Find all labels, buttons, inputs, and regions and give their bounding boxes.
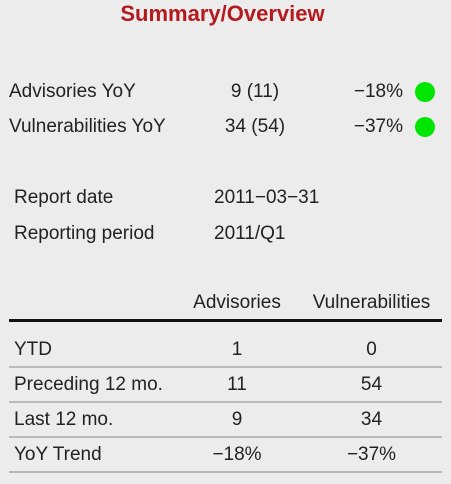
row-label: YTD — [14, 339, 52, 360]
advisories-yoy-row: Advisories YoY 9 (11) −18% — [9, 79, 439, 105]
reporting-period-row: Reporting period 2011/Q1 — [14, 221, 434, 247]
reporting-period-label: Reporting period — [14, 223, 155, 244]
summary-table: Advisories Vulnerabilities YTD 1 0 Prece… — [9, 287, 442, 473]
advisories-yoy-count: 9 (11) — [230, 81, 280, 102]
advisories-cell: −18% — [212, 444, 262, 465]
page-title: Summary/Overview — [120, 1, 325, 26]
report-date-label: Report date — [14, 187, 114, 208]
report-date-row: Report date 2011−03−31 — [14, 185, 434, 211]
row-label: Last 12 mo. — [14, 409, 114, 430]
table-row: YoY Trend −18% −37% — [9, 439, 442, 473]
vulnerabilities-yoy-count: 34 (54) — [224, 116, 286, 137]
advisories-cell: 1 — [231, 339, 243, 360]
advisories-yoy-change: −18% — [353, 81, 403, 102]
vulnerabilities-cell: 54 — [360, 374, 383, 395]
report-date-value: 2011−03−31 — [214, 187, 320, 208]
table-header: Advisories Vulnerabilities — [9, 287, 442, 322]
row-label: YoY Trend — [14, 444, 102, 465]
advisories-cell: 11 — [227, 374, 247, 395]
reporting-period-value: 2011/Q1 — [214, 223, 286, 244]
vulnerabilities-status-dot-icon — [415, 117, 435, 137]
vulnerabilities-yoy-change: −37% — [353, 116, 403, 137]
vulnerabilities-cell: 34 — [360, 409, 383, 430]
advisories-cell: 9 — [231, 409, 243, 430]
vulnerabilities-cell: −37% — [346, 444, 397, 465]
advisories-yoy-label: Advisories YoY — [9, 81, 136, 102]
advisories-status-dot-icon — [415, 82, 435, 102]
column-header-vulnerabilities: Vulnerabilities — [312, 292, 431, 313]
table-row: YTD 1 0 — [9, 334, 442, 368]
vulnerabilities-cell: 0 — [366, 339, 377, 360]
vulnerabilities-yoy-row: Vulnerabilities YoY 34 (54) −37% — [9, 114, 439, 140]
row-label: Preceding 12 mo. — [14, 374, 163, 395]
table-row: Last 12 mo. 9 34 — [9, 404, 442, 438]
table-row: Preceding 12 mo. 11 54 — [9, 369, 442, 403]
vulnerabilities-yoy-label: Vulnerabilities YoY — [9, 116, 166, 137]
column-header-advisories: Advisories — [193, 292, 281, 313]
